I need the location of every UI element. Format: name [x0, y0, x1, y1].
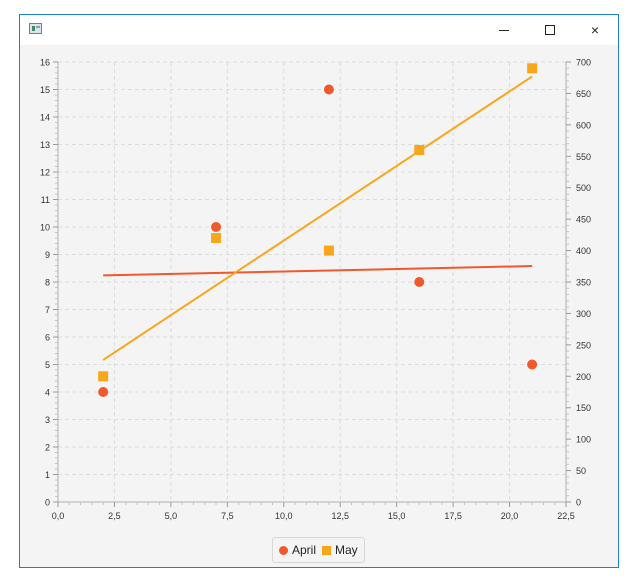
point-april	[527, 359, 538, 370]
point-may	[211, 233, 222, 243]
y-right-tick-label: 400	[576, 246, 591, 256]
legend-symbol-april	[279, 545, 288, 555]
y-left-tick-label: 11	[41, 195, 50, 205]
y-left-tick-label: 9	[45, 250, 50, 260]
minimize-icon	[499, 30, 509, 31]
legend-label-may: May	[335, 543, 358, 557]
x-tick-label: 7,5	[221, 511, 234, 521]
x-tick-label: 20,0	[501, 511, 519, 521]
y-right-tick-label: 300	[576, 309, 591, 319]
maximize-icon	[545, 25, 555, 35]
x-tick-label: 22,5	[557, 511, 575, 521]
y-left-tick-label: 4	[45, 388, 50, 398]
point-april	[414, 277, 425, 287]
y-right-tick-label: 250	[576, 340, 591, 350]
y-left-tick-label: 10	[40, 223, 50, 233]
x-tick-label: 10,0	[275, 511, 293, 521]
close-icon: ×	[590, 22, 600, 38]
maximize-button[interactable]	[527, 15, 573, 45]
y-left-tick-label: 8	[45, 278, 50, 288]
y-right-tick-label: 450	[576, 215, 591, 225]
point-april	[98, 387, 109, 397]
chart: 0123456789101112131415160501001502002503…	[40, 58, 591, 522]
y-right-tick-label: 150	[576, 403, 591, 413]
title-bar[interactable]: ×	[20, 15, 618, 45]
y-right-tick-label: 50	[576, 466, 586, 476]
legend-symbol-may	[322, 545, 332, 555]
y-right-tick-label: 650	[576, 89, 591, 99]
y-left-tick-label: 13	[40, 140, 50, 150]
x-tick-label: 12,5	[331, 511, 349, 521]
x-tick-label: 5,0	[165, 511, 178, 521]
y-right-tick-label: 550	[576, 152, 591, 162]
y-left-tick-label: 3	[45, 415, 50, 425]
y-left-tick-label: 0	[45, 498, 50, 508]
minimize-button[interactable]	[481, 15, 527, 45]
x-tick-label: 17,5	[444, 511, 462, 521]
app-window: × 0 1 2 3 4 5 6 7 8 9 10 11 12 13 14 15 16 0 50 100 150 200 25…	[19, 14, 619, 568]
legend-item-april: April	[279, 543, 316, 557]
x-tick-label: 2,5	[108, 511, 121, 521]
y-left-tick-label: 5	[45, 360, 50, 370]
y-right-tick-label: 350	[576, 278, 591, 288]
trendline-april	[103, 265, 533, 277]
y-right-tick-label: 700	[576, 58, 591, 68]
y-left-tick-label: 7	[45, 305, 50, 315]
legend: April May	[272, 537, 365, 563]
point-april	[323, 84, 334, 95]
x-tick-label: 0,0	[52, 511, 65, 521]
legend-item-may: May	[322, 543, 358, 557]
y-left-tick-label: 2	[45, 443, 50, 453]
point-may	[98, 371, 109, 382]
y-right-tick-label: 500	[576, 183, 591, 193]
legend-label-april: April	[292, 543, 317, 557]
y-right-tick-label: 200	[576, 372, 591, 382]
y-left-tick-label: 15	[40, 85, 50, 95]
y-left-tick-label: 14	[40, 113, 50, 123]
y-left-tick-label: 6	[45, 333, 50, 343]
y-left-tick-label: 1	[45, 470, 50, 480]
y-right-tick-label: 600	[576, 120, 591, 130]
y-right-tick-label: 100	[576, 435, 591, 445]
point-april	[211, 222, 222, 232]
point-may	[414, 145, 425, 155]
app-icon	[29, 23, 42, 34]
y-right-tick-label: 0	[576, 498, 581, 508]
x-tick-label: 15,0	[388, 511, 406, 521]
y-left-tick-label: 12	[40, 168, 50, 178]
point-may	[527, 63, 538, 74]
point-may	[323, 245, 334, 256]
trendline-may	[102, 75, 533, 361]
y-left-tick-label: 16	[40, 58, 50, 68]
close-button[interactable]: ×	[572, 15, 618, 45]
